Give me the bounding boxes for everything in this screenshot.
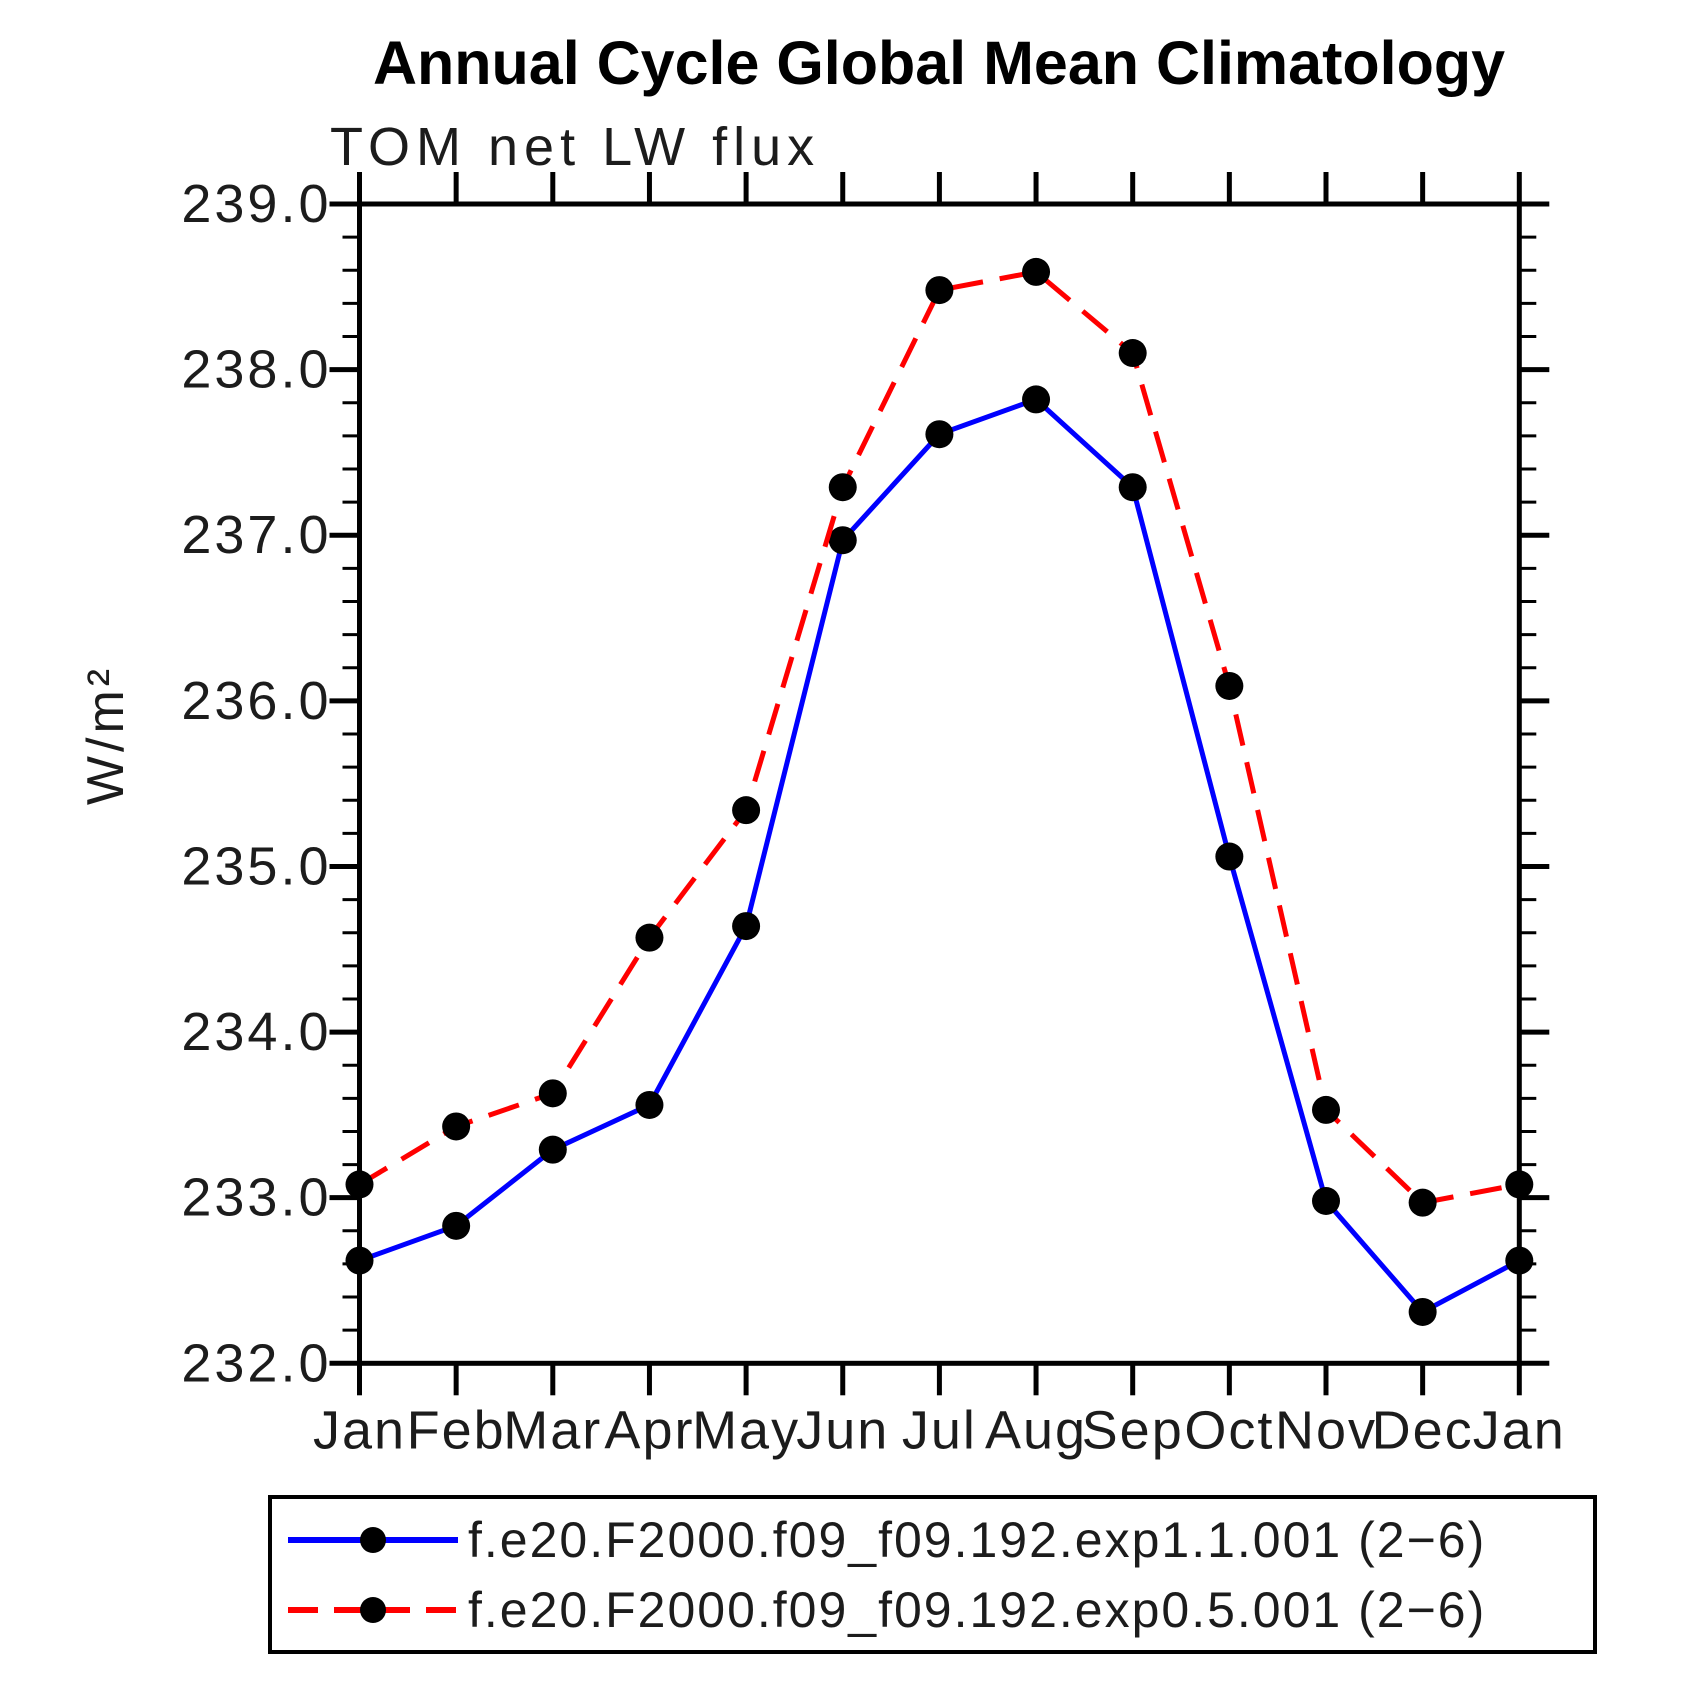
data-point: [1022, 385, 1051, 414]
x-tick-label: Feb: [407, 1400, 506, 1460]
data-point: [1022, 257, 1051, 286]
legend-marker: [360, 1527, 386, 1553]
x-tick-label: Apr: [604, 1400, 694, 1460]
data-point: [1118, 473, 1147, 502]
data-point: [345, 1170, 374, 1199]
data-point: [538, 1079, 567, 1108]
x-tick-label: Nov: [1275, 1400, 1377, 1460]
data-point: [442, 1211, 471, 1240]
y-tick-label: 237.0: [181, 505, 331, 565]
x-tick-label: Jun: [796, 1400, 889, 1460]
data-point: [345, 1246, 374, 1275]
data-point: [442, 1112, 471, 1141]
y-tick-label: 232.0: [181, 1333, 331, 1393]
x-tick-label: Aug: [985, 1400, 1087, 1460]
plot-frame: [357, 201, 1522, 1366]
y-tick-label: 233.0: [181, 1168, 331, 1228]
series-line-0: [358, 396, 1521, 1316]
legend-label: f.e20.F2000.f09_f09.192.exp0.5.001 (2−6): [468, 1582, 1486, 1638]
data-point: [1408, 1188, 1437, 1217]
legend-box: [268, 1495, 1597, 1654]
y-tick-label: 238.0: [181, 340, 331, 400]
data-point: [828, 526, 857, 555]
y-tick-label: 239.0: [181, 174, 331, 234]
data-point: [635, 1090, 664, 1119]
x-tick-label: Jan: [313, 1400, 406, 1460]
data-point: [1505, 1170, 1534, 1199]
x-tick-label: Dec: [1372, 1400, 1474, 1460]
data-point: [1408, 1297, 1437, 1326]
data-point: [1312, 1186, 1340, 1215]
data-point: [732, 796, 761, 825]
chart-subtitle: TOM net LW flux: [330, 117, 821, 177]
data-point: [925, 420, 954, 449]
data-point: [1215, 842, 1244, 871]
y-tick-label: 235.0: [181, 836, 331, 896]
data-point: [925, 276, 954, 305]
data-point: [635, 923, 664, 952]
y-tick-label: 234.0: [181, 1002, 331, 1062]
x-tick-label: Sep: [1082, 1400, 1184, 1460]
series-line-1: [358, 269, 1520, 1206]
data-point: [1118, 339, 1147, 368]
x-tick-label: May: [692, 1400, 800, 1460]
legend-label: f.e20.F2000.f09_f09.192.exp1.1.001 (2−6): [468, 1512, 1486, 1568]
y-tick-label: 236.0: [181, 671, 331, 731]
data-point: [732, 912, 761, 941]
x-tick-label: Oct: [1184, 1400, 1274, 1460]
data-point: [1215, 671, 1244, 700]
x-tick-label: Jul: [902, 1400, 977, 1460]
data-point: [1505, 1246, 1534, 1275]
data-point: [538, 1135, 567, 1164]
data-point: [1312, 1095, 1340, 1124]
chart-title: Annual Cycle Global Mean Climatology: [372, 29, 1506, 97]
x-tick-label: Jan: [1473, 1400, 1566, 1460]
data-point: [828, 473, 857, 502]
x-tick-label: Mar: [503, 1400, 602, 1460]
legend-marker: [360, 1597, 386, 1623]
